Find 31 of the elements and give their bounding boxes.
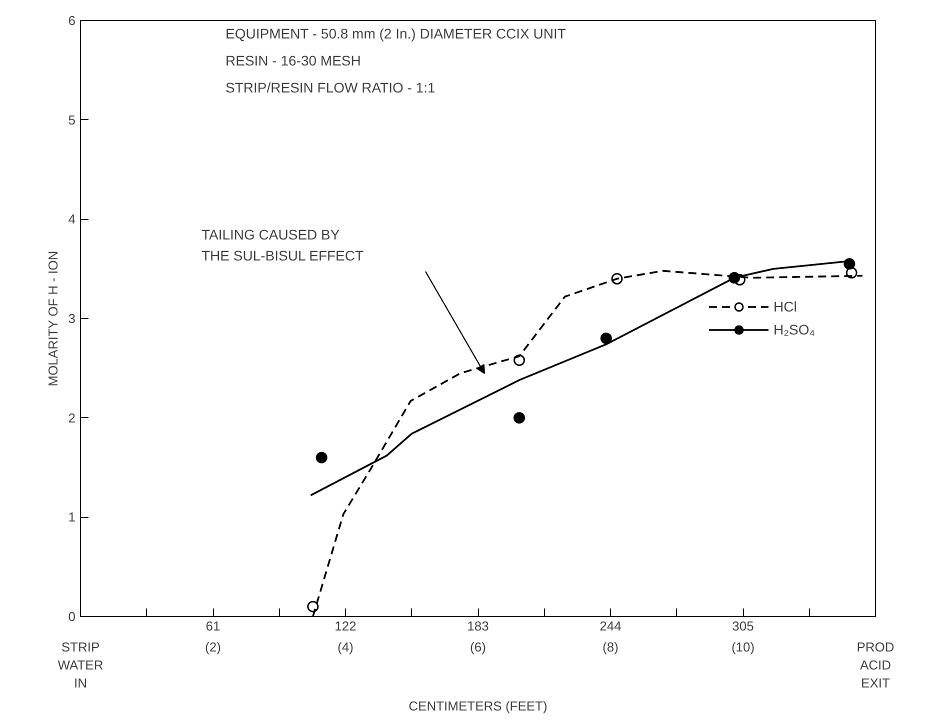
x-tick-label: 244 xyxy=(600,618,622,634)
annotation: STRIP/RESIN FLOW RATIO - 1:1 xyxy=(226,80,436,96)
x2-tick-label: (4) xyxy=(338,640,354,654)
x2-tick-label: (10) xyxy=(731,640,755,654)
annotation: TAILING CAUSED BY THE SUL-BISUL EFFECT xyxy=(202,226,364,264)
x2-tick-label: (8) xyxy=(602,640,618,654)
x2-tick-label: PROD ACID EXIT xyxy=(856,640,894,690)
point xyxy=(307,600,319,612)
y-tick-label: 5 xyxy=(68,112,76,128)
legend-label: HCl xyxy=(774,298,797,314)
point xyxy=(316,452,328,464)
annotation: EQUIPMENT - 50.8 mm (2 In.) DIAMETER CCIX UNIT xyxy=(226,26,566,42)
x-tick-label: 305 xyxy=(732,618,754,634)
x-tick-label: 183 xyxy=(467,618,489,634)
x-axis-title: CENTIMETERS (FEET) xyxy=(408,698,548,714)
y-tick-label: 6 xyxy=(68,13,76,28)
x2-tick-label: (6) xyxy=(470,640,486,654)
y-tick-label: 4 xyxy=(68,212,76,227)
y-tick-label: 1 xyxy=(68,510,76,525)
y-tick-label: 0 xyxy=(68,609,76,624)
y-axis-title: MOLARITY OF H - ION xyxy=(45,250,60,386)
y-tick-label: 2 xyxy=(68,410,76,426)
y-tick-label: 3 xyxy=(68,311,76,326)
x2-tick-label: (2) xyxy=(205,640,221,654)
x2-tick-label: STRIP WATER IN xyxy=(58,640,104,690)
point xyxy=(514,412,526,424)
x-tick-label: 122 xyxy=(334,618,356,634)
point xyxy=(600,332,612,344)
annotation: RESIN - 16-30 MESH xyxy=(226,52,361,68)
x-tick-label: 61 xyxy=(206,618,220,634)
legend-label: H₂SO₄ xyxy=(774,322,815,338)
